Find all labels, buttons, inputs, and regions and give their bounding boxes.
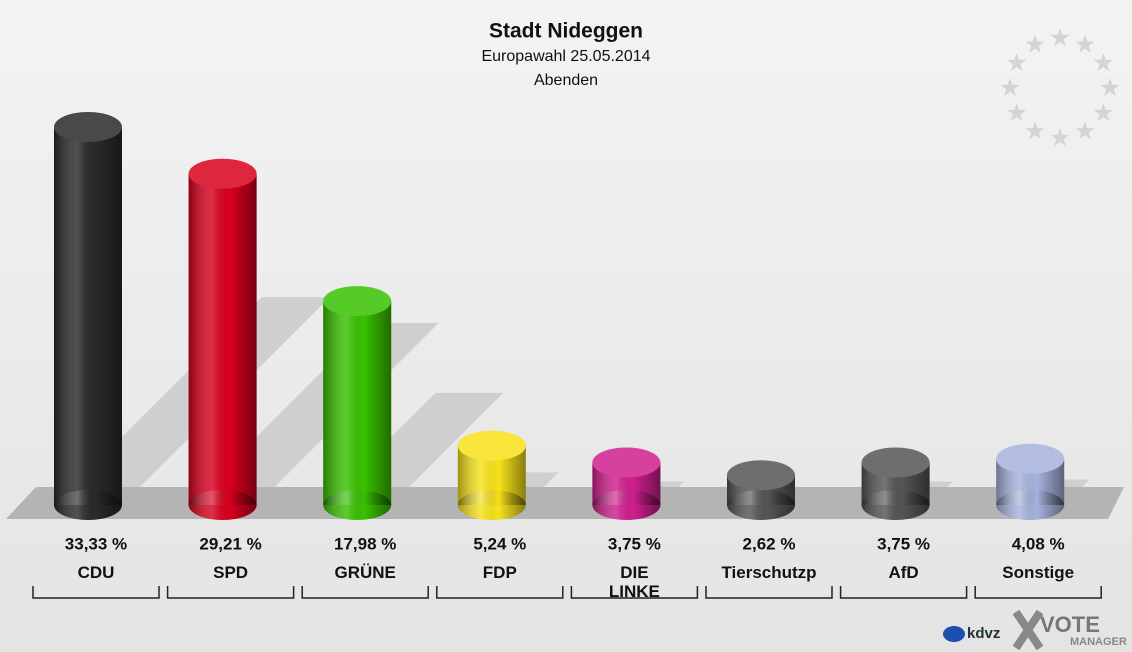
logo-icon [943,626,965,642]
category-bracket [166,586,295,599]
bar-top-light [188,158,257,189]
logo-text: MANAGER [1070,636,1127,648]
bar [54,112,122,520]
value-label: 33,33 % [65,534,127,553]
star [1007,53,1027,72]
category-bracket [705,586,833,599]
logo-text: VOTE [1040,612,1100,637]
floor [6,487,1124,519]
star [1100,78,1120,97]
value-label: 2,62 % [743,534,796,553]
logo-text: kdvz [967,625,1000,642]
bar-top [323,286,392,317]
bar [727,460,795,520]
star [1093,103,1113,122]
star [1075,121,1095,140]
category-label: Sonstige [1002,563,1075,582]
eu-stars [1000,28,1120,147]
bar-body-shade [54,127,122,505]
bar-body-shade [188,173,257,505]
category-label: AfD [888,563,919,582]
star [1050,128,1070,147]
category-bracket [839,586,968,599]
category-bracket [974,586,1102,599]
bar-top [54,112,122,143]
bar-top [188,158,257,189]
bar-top-light [996,443,1065,474]
bar-body-shade [323,301,392,505]
bar-top [996,443,1065,474]
bar-top-light [323,286,392,317]
bar [188,158,257,520]
star [1007,103,1027,122]
bar [592,447,661,520]
category-label: DIE LINKE [608,563,660,601]
star [1025,121,1045,140]
value-label: 3,75 % [608,534,661,553]
category-bracket [32,586,160,599]
bar-top-light [727,460,795,491]
bar [323,286,392,520]
value-label: 29,21 % [199,534,261,553]
value-label: 5,24 % [473,534,526,553]
category-bracket [436,586,564,599]
bar-top [727,460,795,491]
bar-top [861,447,930,478]
category-bracket [301,586,429,599]
value-label: 4,08 % [1012,534,1065,553]
category-label: FDP [482,563,517,582]
category-label: SPD [213,563,249,582]
star [1093,53,1113,72]
bar-top [457,430,526,461]
bar-top-light [54,112,122,143]
category-label: GRÜNE [334,563,396,582]
bar [457,430,526,520]
category-label: Tierschutzp [721,563,817,582]
category-label: CDU [77,563,115,582]
bar-top-light [861,447,930,478]
star [1050,28,1070,47]
chart-subtitle: Europawahl 25.05.2014 [481,48,650,65]
bar-top [592,447,661,478]
star [1075,34,1095,53]
logo-x [1012,609,1044,651]
chart-title: Stadt Nideggen [489,20,643,43]
category-bracket [570,586,699,599]
bar-top-light [592,447,661,478]
value-label: 3,75 % [877,534,930,553]
value-label: 17,98 % [334,534,396,553]
bar-top-light [457,430,526,461]
chart-subtitle: Abenden [534,72,598,89]
bar [861,447,930,520]
bar [996,443,1065,520]
star [1025,34,1045,53]
star [1000,78,1020,97]
